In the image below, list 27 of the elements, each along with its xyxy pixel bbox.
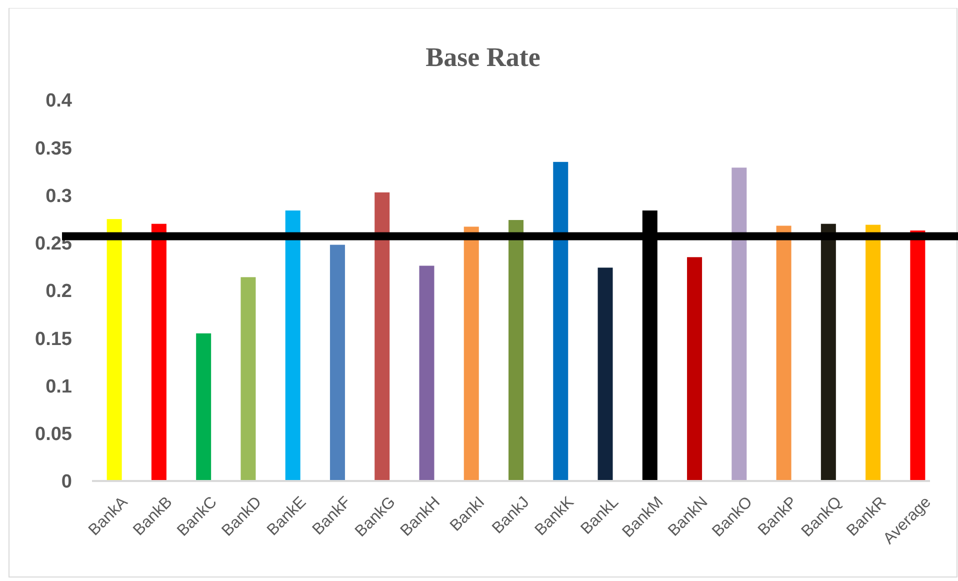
bar	[464, 226, 479, 481]
y-tick-label: 0.15	[35, 328, 72, 350]
bar	[240, 277, 256, 481]
bar	[374, 192, 390, 481]
bar	[508, 220, 524, 481]
y-tick-label: 0.3	[46, 186, 72, 207]
chart-title: Base Rate	[426, 42, 540, 72]
bar	[419, 266, 434, 481]
bar	[553, 162, 568, 481]
y-tick-label: 0	[61, 472, 72, 493]
y-tick-label: 0.2	[46, 281, 72, 302]
bar	[687, 257, 702, 481]
y-tick-label: 0.1	[46, 376, 72, 398]
bar	[106, 219, 122, 481]
y-tick-label: 0.05	[35, 424, 72, 446]
bar	[330, 244, 345, 481]
bar	[910, 230, 926, 481]
bar	[732, 168, 747, 481]
y-tick-label: 0.35	[35, 138, 72, 160]
bar	[196, 333, 212, 481]
y-tick-label: 0.4	[46, 90, 72, 112]
bar	[285, 210, 300, 481]
bar	[820, 224, 836, 481]
bar	[866, 224, 881, 481]
bar	[598, 268, 613, 481]
bar	[151, 224, 166, 481]
bar	[776, 226, 792, 481]
